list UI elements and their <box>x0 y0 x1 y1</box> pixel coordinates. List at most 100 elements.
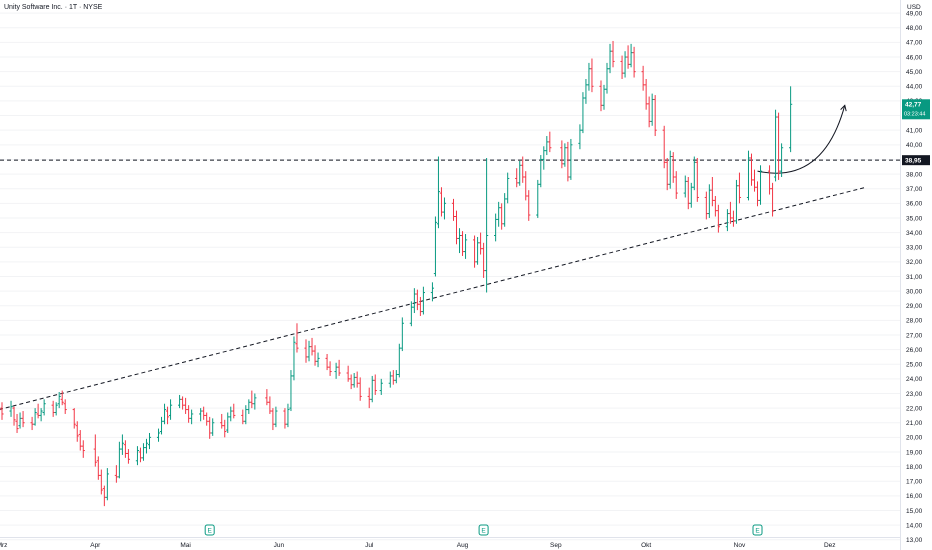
y-tick-label: 26,00 <box>906 347 923 354</box>
ohlc-bar <box>409 301 413 327</box>
ohlc-bar <box>202 406 206 420</box>
price-tags: 42,77 03:23:44 38,95 <box>902 99 930 166</box>
projection-arrow <box>757 105 846 174</box>
ohlc-bar <box>120 434 124 455</box>
ohlc-bar <box>644 78 648 110</box>
ohlc-bar <box>352 373 356 388</box>
ohlc-bar <box>478 232 483 255</box>
projection-arrow-head <box>840 104 847 112</box>
y-tick-label: 31,00 <box>906 274 923 281</box>
ohlc-bar <box>412 288 416 314</box>
y-tick-label: 36,00 <box>906 201 923 208</box>
ohlc-bar <box>105 468 109 501</box>
ohlc-bar <box>307 340 311 362</box>
ohlc-bar <box>623 51 627 78</box>
x-tick-label: Aug <box>457 542 469 549</box>
ohlc-bar <box>232 403 236 419</box>
ohlc-bar <box>177 394 182 409</box>
price-grid <box>0 12 900 541</box>
earnings-icon <box>204 524 215 536</box>
ohlc-bar <box>734 179 739 224</box>
ohlc-bar <box>584 78 588 104</box>
ohlc-bar <box>135 446 140 466</box>
ohlc-bar <box>569 138 573 180</box>
ohlc-bar <box>581 92 585 134</box>
ohlc-bar <box>81 440 85 458</box>
ohlc-bar <box>668 150 672 189</box>
ohlc-bar <box>114 465 118 483</box>
ohlc-bar <box>442 197 447 220</box>
ohlc-bar <box>506 172 510 204</box>
x-tick-label: Jun <box>274 542 285 549</box>
time-axis[interactable]: Mrz Apr Mai Jun Jul Aug Sep Okt Nov Dez <box>0 542 836 549</box>
ohlc-bar <box>63 399 67 414</box>
ohlc-bar <box>159 416 164 435</box>
y-tick-label: 29,00 <box>906 303 923 310</box>
ohlc-bar <box>268 396 272 414</box>
ohlc-bar <box>563 143 567 167</box>
ohlc-bar <box>18 412 22 429</box>
y-tick-label: 47,00 <box>906 40 923 47</box>
earnings-icon <box>478 524 489 536</box>
ohlc-bar <box>683 175 687 198</box>
earnings-label: E <box>481 528 486 535</box>
ohlc-bar <box>370 375 374 403</box>
ohlc-bar <box>289 370 293 412</box>
ohlc-bar <box>752 169 757 192</box>
ohlc-bar <box>346 365 350 382</box>
ohlc-bar <box>181 396 185 410</box>
level-price-tag <box>902 155 930 166</box>
ohlc-bar <box>96 456 100 480</box>
ohlc-bar <box>229 406 233 422</box>
ohlc-bar <box>418 296 422 316</box>
y-tick-label: 25,00 <box>906 362 923 369</box>
ohlc-bar <box>271 408 275 431</box>
ohlc-bar <box>247 399 251 414</box>
ohlc-bar <box>524 171 528 201</box>
x-tick-label: Okt <box>641 542 651 549</box>
ohlc-bar <box>620 55 624 79</box>
y-tick-label: 22,00 <box>906 405 923 412</box>
ohlc-bar <box>485 157 489 293</box>
ohlc-bar <box>707 184 711 218</box>
ohlc-bar <box>165 406 170 425</box>
ohlc-bar <box>226 412 230 433</box>
ohlc-bar <box>521 156 525 183</box>
ohlc-bar <box>728 201 733 224</box>
ohlc-bar <box>190 409 194 425</box>
ohlc-bar <box>482 242 486 278</box>
ohlc-bar <box>671 152 675 183</box>
y-tick-label: 30,00 <box>906 288 923 295</box>
ohlc-bar <box>187 405 191 423</box>
y-tick-label: 15,00 <box>906 508 923 515</box>
ohlc-bars <box>0 40 793 507</box>
ohlc-bar <box>662 125 666 169</box>
y-tick-label: 34,00 <box>906 230 923 237</box>
ohlc-bar <box>536 179 540 218</box>
ohlc-bar <box>184 397 188 414</box>
ohlc-bar <box>421 286 425 315</box>
ohlc-bar <box>599 80 603 112</box>
ohlc-bar <box>244 405 248 425</box>
y-tick-label: 38,00 <box>906 171 923 178</box>
y-tick-label: 14,00 <box>906 522 923 529</box>
x-tick-label: Sep <box>550 542 562 549</box>
y-tick-label: 46,00 <box>906 54 923 61</box>
ohlc-bar <box>126 449 131 464</box>
ohlc-bar <box>770 182 775 217</box>
ohlc-bar <box>611 40 615 68</box>
ohlc-bar <box>358 377 362 401</box>
y-tick-label: 37,00 <box>906 186 923 193</box>
ohlc-bar <box>33 408 37 426</box>
ohlc-bar <box>545 136 549 156</box>
ohlc-bar <box>75 421 79 442</box>
y-tick-label: 40,00 <box>906 142 923 149</box>
ohlc-bar <box>400 317 404 352</box>
ohlc-bar <box>500 203 504 230</box>
ohlc-bar <box>0 402 4 420</box>
price-axis[interactable]: 13,00 14,00 15,00 16,00 17,00 18,00 19,00 20,00… <box>906 10 923 544</box>
ohlc-bar <box>223 419 227 438</box>
currency-label[interactable]: USD <box>907 4 921 11</box>
